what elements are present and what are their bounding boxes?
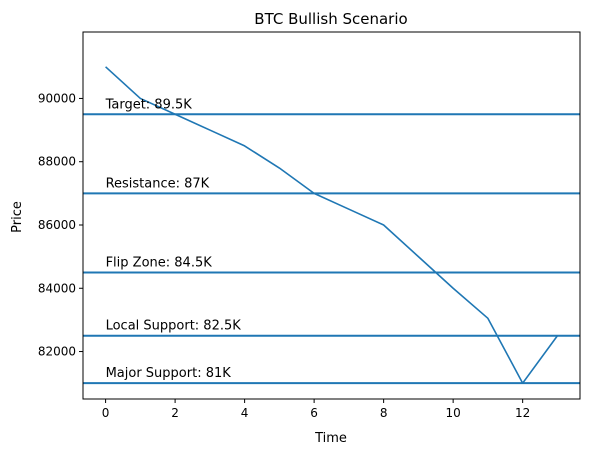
x-tick-label: 4 [241, 406, 249, 420]
x-tick-label: 0 [102, 406, 110, 420]
x-axis-label: Time [314, 431, 347, 446]
x-tick-label: 12 [515, 406, 530, 420]
x-tick-label: 6 [310, 406, 318, 420]
y-tick-label: 88000 [38, 155, 76, 169]
x-tick-label: 2 [171, 406, 179, 420]
series-line [105, 66, 559, 384]
level-label: Major Support: 81K [106, 366, 232, 381]
level-label: Target: 89.5K [105, 97, 193, 112]
plot-content [83, 66, 580, 385]
y-tick-label: 84000 [38, 281, 76, 295]
level-label: Resistance: 87K [106, 176, 210, 191]
y-tick-label: 86000 [38, 218, 76, 232]
axes-frame [82, 31, 581, 400]
x-tick-label: 8 [380, 406, 388, 420]
chart-title: BTC Bullish Scenario [254, 10, 407, 28]
y-axis-label: Price [10, 201, 25, 233]
y-tick-label: 90000 [38, 91, 76, 105]
y-tick-label: 82000 [38, 345, 76, 359]
x-tick-label: 10 [446, 406, 461, 420]
level-label: Local Support: 82.5K [106, 319, 242, 334]
plot-area: Target: 89.5K Resistance: 87K Flip Zone: 8… [38, 31, 581, 420]
level-label: Flip Zone: 84.5K [106, 255, 213, 270]
